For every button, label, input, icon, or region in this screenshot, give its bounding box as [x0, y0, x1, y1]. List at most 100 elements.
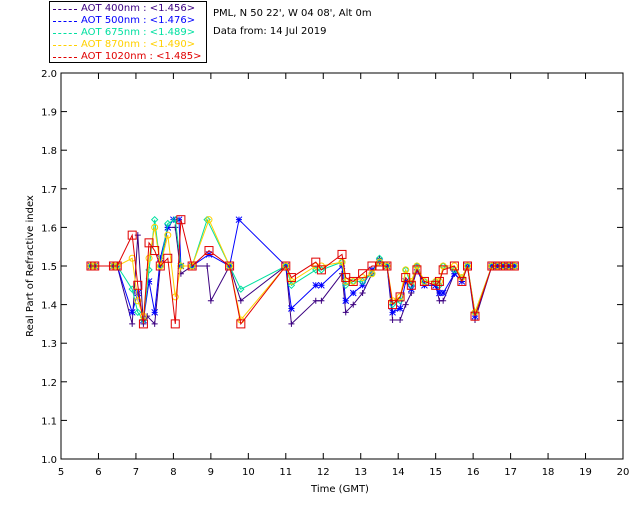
data-point: [318, 297, 325, 304]
data-point: [420, 277, 428, 285]
data-point: [396, 305, 404, 312]
data-point: [375, 254, 384, 262]
data-point: [127, 230, 137, 240]
y-tick-label: 1.5: [41, 262, 57, 273]
data-point: [402, 301, 409, 308]
data-point: [156, 262, 164, 270]
data-point: [205, 216, 213, 224]
y-tick-label: 2.0: [41, 69, 57, 80]
x-tick-label: 14: [392, 467, 405, 478]
data-point: [451, 270, 458, 278]
data-point: [350, 301, 357, 308]
legend-line-400: [53, 9, 77, 10]
data-point: [402, 266, 410, 274]
data-point: [288, 305, 295, 312]
data-point: [395, 292, 405, 302]
axes: 5 6 7 8 9 10 11 12 13 14 15 16 17 18 19 20 1.0 1.1 1.2 1.3 1…: [41, 69, 629, 478]
data-point: [492, 261, 502, 271]
data-point: [342, 309, 349, 316]
data-point: [172, 224, 179, 231]
legend-label-675: AOT 675nm : <1.489>: [81, 27, 196, 38]
x-tick-label: 8: [170, 467, 176, 478]
data-point: [374, 261, 384, 271]
data-point: [170, 216, 177, 224]
y-tick-label: 1.6: [41, 223, 57, 234]
data-point: [207, 297, 214, 304]
x-tick-label: 5: [58, 467, 64, 478]
data-point: [138, 319, 148, 329]
data-point: [151, 223, 159, 231]
data-point: [155, 261, 165, 271]
data-point: [368, 270, 376, 278]
y-tick-label: 1.3: [41, 339, 57, 350]
data-point: [449, 261, 459, 271]
y-tick-label: 1.8: [41, 146, 57, 157]
x-tick-label: 20: [617, 467, 630, 478]
data-point: [156, 254, 164, 262]
data-point: [419, 276, 429, 286]
data-point: [203, 215, 211, 224]
series-layer: [86, 215, 519, 329]
data-point: [470, 311, 480, 321]
x-tick-label: 15: [429, 467, 442, 478]
data-point: [112, 261, 122, 271]
data-point: [288, 320, 295, 327]
data-point: [440, 297, 447, 304]
y-axis-label: Real Part of Refractive index: [25, 195, 36, 337]
data-point: [438, 265, 448, 275]
data-point: [439, 289, 447, 297]
data-point: [128, 308, 136, 316]
data-point: [396, 293, 404, 301]
legend-entry-870: AOT 870nm : <1.490>: [50, 39, 206, 51]
legend-label-400: AOT 400nm : <1.456>: [81, 3, 196, 14]
data-point: [235, 216, 243, 224]
data-point: [312, 297, 319, 304]
data-point: [226, 262, 234, 270]
data-point: [177, 262, 185, 270]
data-point: [134, 308, 142, 317]
data-point: [510, 262, 518, 270]
data-point: [463, 261, 473, 271]
data-point: [367, 261, 377, 271]
data-point: [236, 319, 246, 329]
data-point: [359, 281, 366, 289]
data-point: [90, 261, 100, 271]
data-point: [401, 273, 411, 283]
data-point: [389, 308, 396, 316]
legend-line-870: [53, 45, 77, 46]
legend-line-500: [53, 21, 77, 22]
data-point: [188, 262, 196, 270]
legend-line-1020: [53, 57, 77, 58]
data-point: [204, 246, 214, 256]
data-point: [151, 308, 159, 316]
data-point: [145, 254, 153, 262]
data-point: [348, 276, 358, 286]
data-point: [342, 297, 350, 305]
legend-entry-675: AOT 675nm : <1.489>: [50, 27, 206, 39]
data-point: [359, 290, 366, 297]
y-tick-label: 1.2: [41, 378, 57, 389]
data-point: [134, 289, 142, 297]
data-point: [237, 297, 244, 304]
data-point: [150, 215, 159, 224]
data-point: [281, 261, 291, 271]
data-point: [312, 281, 320, 289]
y-tick-label: 1.0: [41, 455, 57, 466]
series-4: [86, 215, 519, 329]
data-point: [151, 320, 158, 327]
data-point: [144, 313, 151, 320]
data-point: [397, 317, 404, 324]
x-tick-label: 7: [133, 467, 139, 478]
y-tick-label: 1.9: [41, 108, 57, 119]
data-point: [349, 289, 357, 297]
data-point: [487, 261, 497, 271]
data-point: [129, 320, 136, 327]
y-tick-label: 1.1: [41, 416, 57, 427]
date-info: Data from: 14 Jul 2019: [213, 26, 327, 37]
data-point: [176, 215, 186, 225]
data-point: [204, 263, 211, 269]
data-point: [436, 289, 443, 297]
data-point: [311, 257, 321, 267]
data-point: [237, 285, 245, 293]
x-tick-label: 6: [95, 467, 101, 478]
